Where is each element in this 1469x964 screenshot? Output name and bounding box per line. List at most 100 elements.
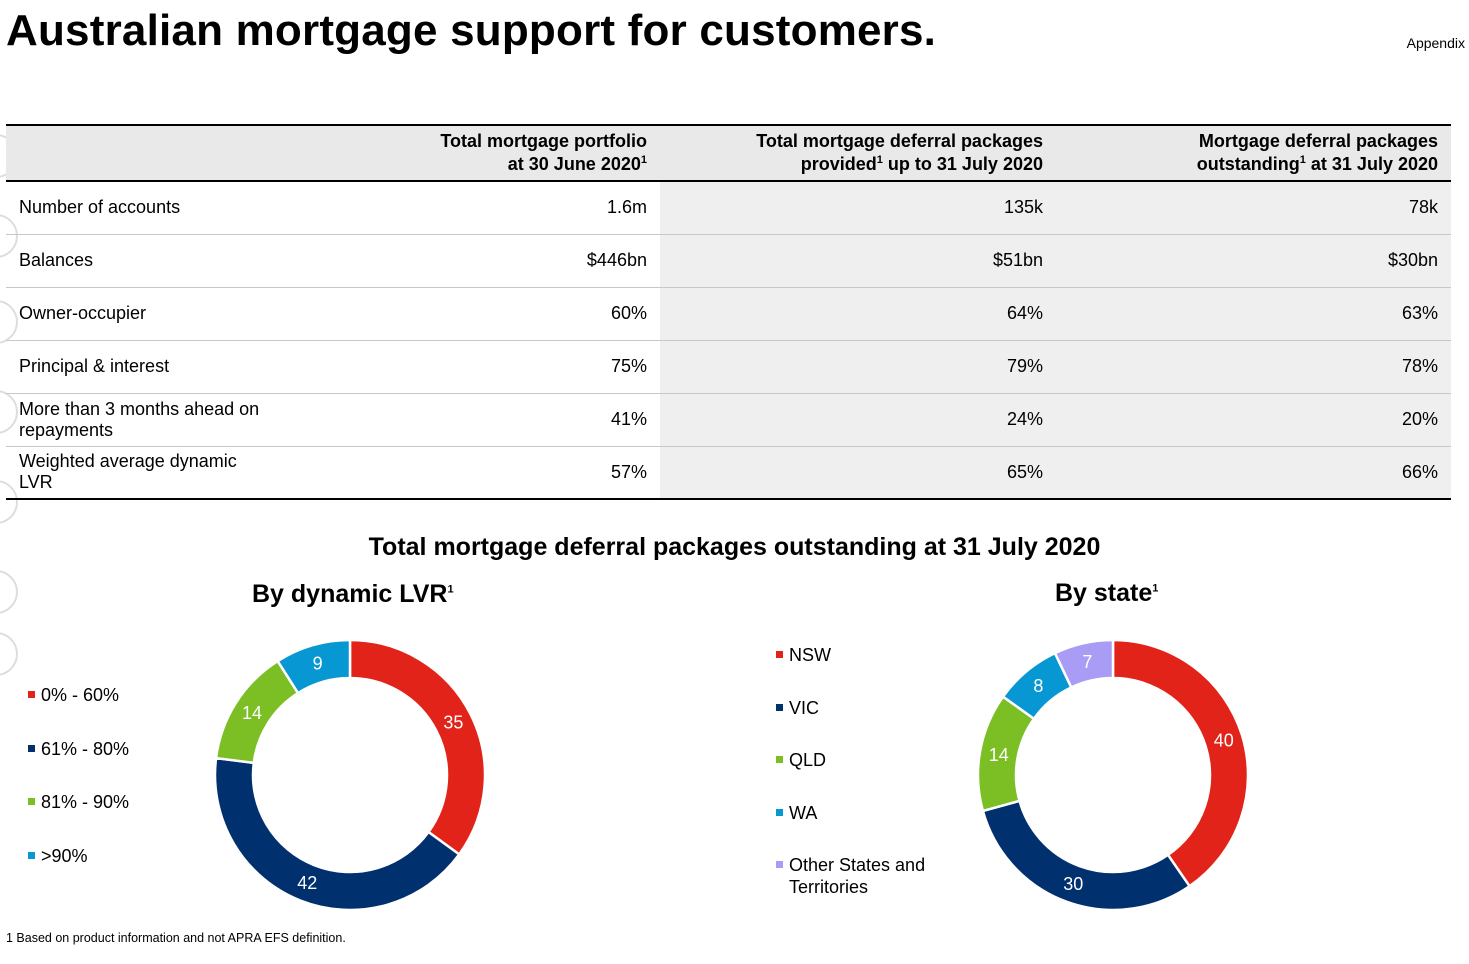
legend-item: NSW — [776, 644, 831, 666]
header-line-tail: up to 31 July 2020 — [882, 154, 1043, 174]
cell-portfolio: 1.6m — [274, 181, 660, 235]
row-label: Weighted average dynamic LVR — [6, 446, 274, 500]
decorative-ring — [0, 570, 18, 614]
donut-slice — [213, 756, 461, 912]
legend-label: QLD — [789, 750, 827, 770]
table-row: Weighted average dynamic LVR 57% 65% 66% — [6, 446, 1451, 500]
decorative-ring — [0, 632, 18, 676]
cell-outstanding: 78% — [1056, 340, 1451, 394]
donut-slice — [348, 638, 487, 857]
legend-label: NSW — [789, 645, 831, 665]
header-line: provided — [800, 154, 877, 174]
donut-slice-label: 9 — [313, 654, 323, 674]
legend-label: 61% - 80% — [41, 738, 130, 759]
table-row: Principal & interest 75% 79% 78% — [6, 340, 1451, 394]
section-tag: Appendix — [1406, 35, 1465, 51]
cell-provided: $51bn — [660, 234, 1056, 288]
legend-swatch — [776, 808, 783, 816]
footnote-marker: 1 — [1152, 582, 1159, 595]
donut-slice-label: 14 — [242, 703, 262, 723]
legend-label: VIC — [789, 697, 820, 718]
cell-provided: 64% — [660, 287, 1056, 341]
cell-outstanding: 66% — [1056, 446, 1451, 500]
cell-outstanding: 78k — [1056, 181, 1451, 235]
cell-outstanding: $30bn — [1056, 234, 1451, 288]
donut-slice — [1111, 638, 1250, 888]
header-line-tail: at 31 July 2020 — [1305, 154, 1438, 174]
footnote: 1 Based on product information and not A… — [6, 931, 346, 945]
cell-portfolio: 57% — [274, 446, 660, 500]
legend-item: Other States and Territories — [776, 854, 925, 898]
legend-swatch — [28, 851, 35, 859]
charts-title: Total mortgage deferral packages outstan… — [368, 533, 1101, 561]
row-label: Owner-occupier — [6, 287, 274, 341]
table-row: Number of accounts 1.6m 135k 78k — [6, 181, 1451, 235]
cell-provided: 79% — [660, 340, 1056, 394]
table-header-empty — [6, 124, 274, 182]
donut-slice — [1053, 638, 1115, 690]
table-row: Owner-occupier 60% 64% 63% — [6, 287, 1451, 341]
cell-portfolio: 60% — [274, 287, 660, 341]
footnote-marker: 1 — [640, 154, 647, 166]
cell-provided: 65% — [660, 446, 1056, 500]
legend-item: 61% - 80% — [28, 738, 129, 760]
donut-slice-label: 40 — [1214, 731, 1234, 751]
row-label: Balances — [6, 234, 274, 288]
donut-slice — [981, 799, 1192, 912]
donut-slice — [275, 638, 352, 695]
header-line: Mortgage deferral packages — [1198, 131, 1438, 151]
cell-outstanding: 63% — [1056, 287, 1451, 341]
donut-slice-label: 35 — [443, 712, 463, 732]
legend-swatch — [776, 651, 783, 658]
legend-swatch — [28, 691, 35, 698]
legend-label: 81% - 90% — [41, 792, 130, 812]
state-donut-chart: 40 30 14 8 7 — [976, 638, 1250, 912]
legend-label: Other States and Territories — [789, 855, 926, 897]
footnote-marker: 1 — [1299, 154, 1306, 166]
row-label: Number of accounts — [6, 181, 274, 235]
state-chart-title-text: By state — [1055, 579, 1153, 607]
legend-label: WA — [789, 802, 818, 823]
header-line: at 30 June 2020 — [507, 154, 641, 174]
table-header-portfolio: Total mortgage portfolio at 30 June 2020… — [274, 124, 660, 182]
table-header-outstanding: Mortgage deferral packages outstanding1 … — [1056, 124, 1451, 182]
state-chart-title: By state1 — [1055, 579, 1158, 608]
donut-slice-label: 7 — [1082, 652, 1092, 672]
mortgage-table: Total mortgage portfolio at 30 June 2020… — [6, 124, 1451, 500]
lvr-donut-chart: 35 42 14 9 — [213, 638, 487, 912]
legend-item: QLD — [776, 749, 826, 771]
legend-label: 0% - 60% — [41, 685, 120, 705]
legend-label: >90% — [41, 845, 88, 866]
cell-outstanding: 20% — [1056, 393, 1451, 447]
table-row: More than 3 months ahead on repayments 4… — [6, 393, 1451, 447]
legend-item: 81% - 90% — [28, 791, 129, 813]
cell-provided: 24% — [660, 393, 1056, 447]
lvr-legend: 0% - 60% 61% - 80% 81% - 90% >90% — [28, 684, 188, 884]
table-header-provided: Total mortgage deferral packages provide… — [660, 124, 1056, 182]
header-line: Total mortgage deferral packages — [756, 131, 1043, 151]
footnote-marker: 1 — [447, 583, 454, 596]
legend-swatch — [776, 861, 783, 868]
donut-slice-label: 8 — [1033, 676, 1043, 696]
header-line: Total mortgage portfolio — [440, 131, 647, 151]
legend-swatch — [776, 703, 783, 711]
row-label: Principal & interest — [6, 340, 274, 394]
legend-swatch — [28, 798, 35, 805]
lvr-chart-title: By dynamic LVR1 — [252, 580, 454, 609]
donut-slice-label: 30 — [1063, 874, 1083, 894]
donut-slice-label: 42 — [297, 873, 317, 893]
header-line: outstanding — [1196, 154, 1300, 174]
footnote-marker: 1 — [876, 154, 883, 166]
row-label: More than 3 months ahead on repayments — [6, 393, 274, 447]
table-row: Balances $446bn $51bn $30bn — [6, 234, 1451, 288]
lvr-chart-title-text: By dynamic LVR — [252, 580, 448, 608]
table-header-row: Total mortgage portfolio at 30 June 2020… — [6, 124, 1451, 182]
legend-swatch — [776, 756, 783, 763]
cell-portfolio: $446bn — [274, 234, 660, 288]
legend-item: WA — [776, 802, 817, 824]
cell-portfolio: 41% — [274, 393, 660, 447]
legend-item: VIC — [776, 697, 819, 719]
legend-swatch — [28, 744, 35, 752]
legend-item: >90% — [28, 845, 88, 867]
legend-item: 0% - 60% — [28, 684, 119, 706]
